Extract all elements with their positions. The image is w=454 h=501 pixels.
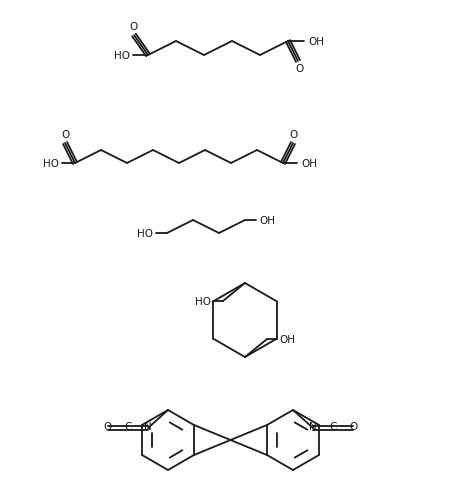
Text: HO: HO [137, 229, 153, 239]
Text: O: O [349, 422, 357, 432]
Text: N: N [309, 422, 317, 432]
Text: OH: OH [308, 37, 324, 47]
Text: O: O [130, 22, 138, 32]
Text: N: N [144, 422, 152, 432]
Text: C: C [329, 422, 337, 432]
Text: OH: OH [301, 159, 317, 169]
Text: C: C [124, 422, 132, 432]
Text: HO: HO [114, 51, 130, 61]
Text: O: O [289, 130, 297, 140]
Text: O: O [61, 130, 69, 140]
Text: HO: HO [195, 297, 211, 307]
Text: OH: OH [279, 335, 295, 345]
Text: O: O [104, 422, 112, 432]
Text: OH: OH [259, 216, 275, 226]
Text: O: O [295, 64, 303, 74]
Text: HO: HO [43, 159, 59, 169]
